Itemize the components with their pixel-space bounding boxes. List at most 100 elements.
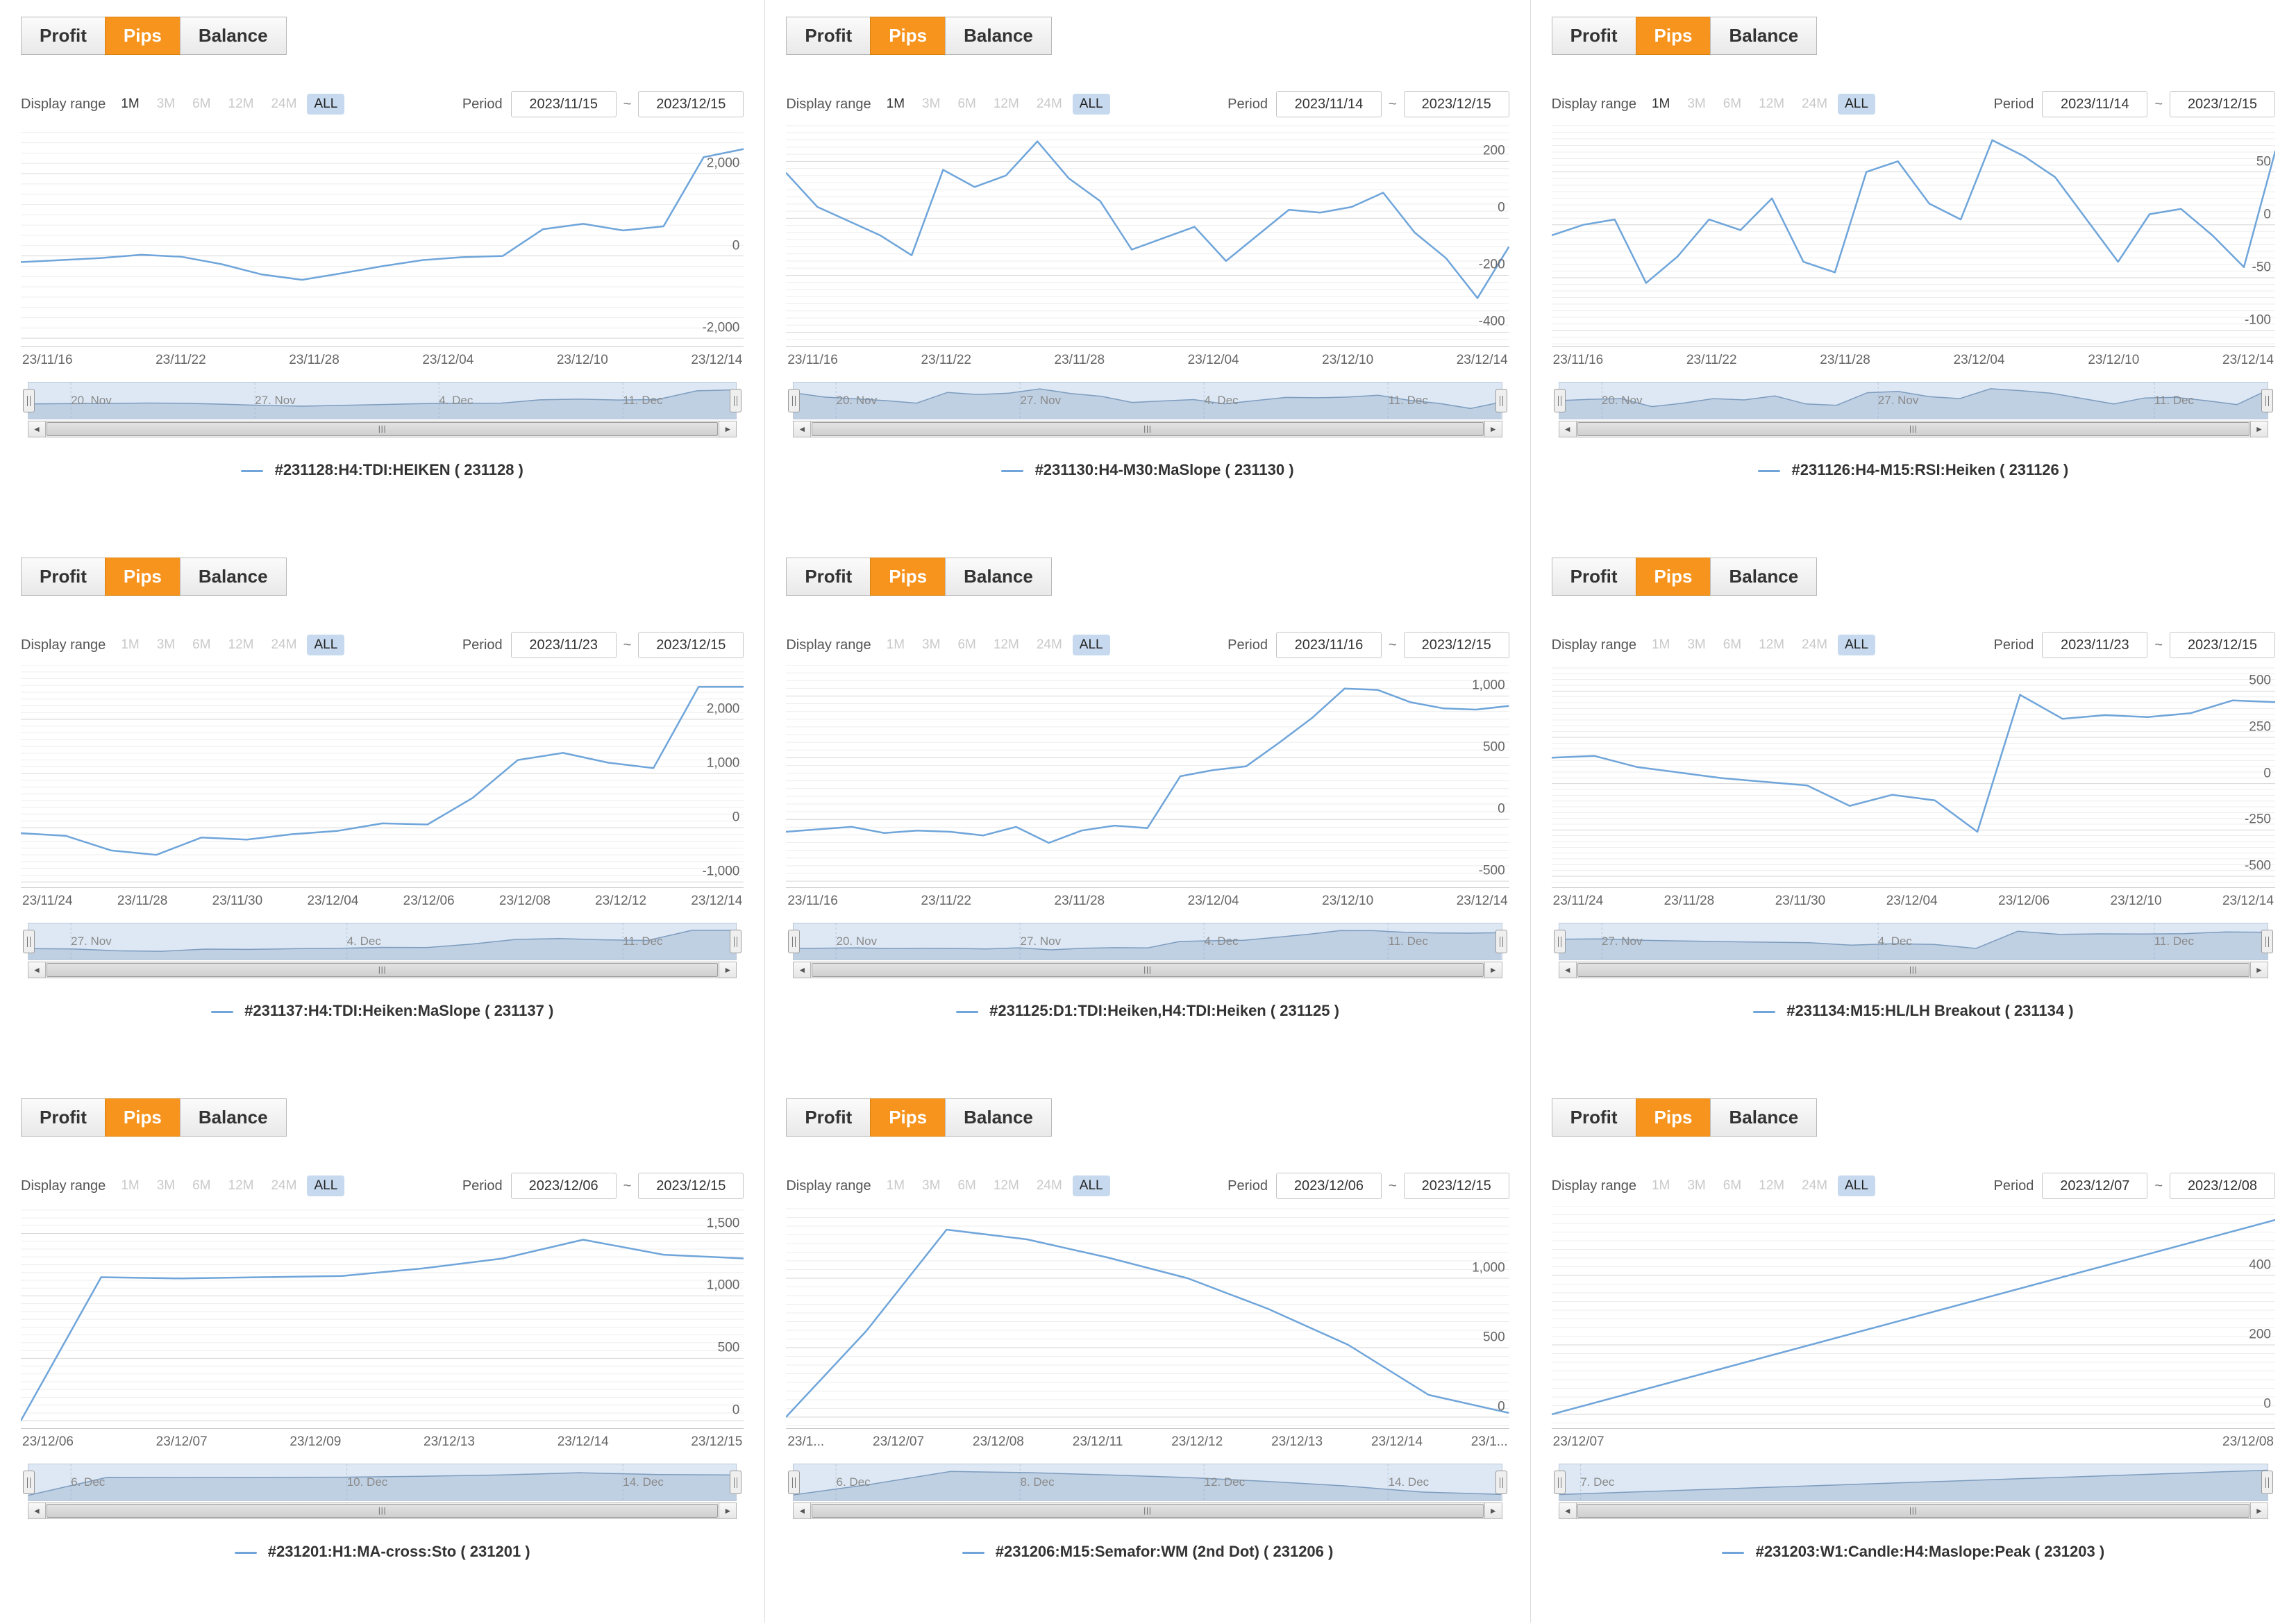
scroll-right-button[interactable]: ►	[1484, 1502, 1502, 1519]
chart-legend[interactable]: #231206:M15:Semafor:WM (2nd Dot) ( 23120…	[786, 1543, 1509, 1561]
range-navigator[interactable]: 6. Dec 8. Dec 12. Dec 14. Dec	[788, 1464, 1507, 1501]
period-start-input[interactable]	[510, 91, 617, 117]
tab-profit[interactable]: Profit	[786, 558, 871, 596]
range-button-1m[interactable]: 1M	[121, 97, 140, 111]
chart-plot-area[interactable]: 50 0 -50 -100	[1551, 124, 2275, 347]
range-navigator[interactable]: 20. Nov 27. Nov 4. Dec 11. Dec	[788, 923, 1507, 960]
scrollbar-thumb[interactable]: |||	[1577, 1504, 2249, 1518]
scroll-right-button[interactable]: ►	[1484, 421, 1502, 437]
tab-profit[interactable]: Profit	[1551, 1098, 1636, 1137]
navigator-right-handle[interactable]	[2261, 930, 2273, 953]
scrollbar-track[interactable]: |||	[1576, 421, 2250, 437]
navigator-left-handle[interactable]	[23, 1471, 35, 1494]
range-button-all[interactable]: ALL	[1072, 1175, 1110, 1196]
range-button-1m[interactable]: 1M	[1651, 97, 1670, 111]
chart-plot-area[interactable]: 1,000 500 0	[786, 1206, 1509, 1429]
chart-legend[interactable]: #231126:H4-M15:RSI:Heiken ( 231126 )	[1552, 461, 2275, 479]
navigator-right-handle[interactable]	[2261, 389, 2273, 412]
tab-balance[interactable]: Balance	[179, 17, 287, 55]
scroll-left-button[interactable]: ◄	[28, 962, 46, 978]
period-start-input[interactable]	[1275, 91, 1382, 117]
period-end-input[interactable]	[638, 632, 744, 658]
scroll-left-button[interactable]: ◄	[28, 421, 46, 437]
scroll-right-button[interactable]: ►	[719, 962, 737, 978]
scroll-left-button[interactable]: ◄	[1558, 1502, 1577, 1519]
period-end-input[interactable]	[2170, 632, 2275, 658]
tab-profit[interactable]: Profit	[21, 17, 106, 55]
range-button-all[interactable]: ALL	[1838, 635, 1875, 655]
navigator-right-handle[interactable]	[730, 930, 742, 953]
navigator-right-handle[interactable]	[1495, 1471, 1507, 1494]
range-navigator[interactable]: 20. Nov 27. Nov 4. Dec 11. Dec	[788, 382, 1507, 419]
period-end-input[interactable]	[1403, 91, 1509, 117]
scroll-right-button[interactable]: ►	[1484, 962, 1502, 978]
scrollbar-thumb[interactable]: |||	[47, 963, 719, 977]
tab-profit[interactable]: Profit	[21, 558, 106, 596]
range-button-all[interactable]: ALL	[307, 1175, 345, 1196]
scrollbar-track[interactable]: |||	[46, 1502, 719, 1519]
period-end-input[interactable]	[1403, 1173, 1509, 1199]
tab-pips[interactable]: Pips	[870, 17, 946, 55]
period-end-input[interactable]	[2170, 91, 2275, 117]
navigator-left-handle[interactable]	[23, 389, 35, 412]
tab-profit[interactable]: Profit	[786, 17, 871, 55]
period-end-input[interactable]	[638, 91, 744, 117]
scroll-left-button[interactable]: ◄	[793, 962, 812, 978]
chart-plot-area[interactable]: 1,000 500 0 -500	[786, 665, 1509, 888]
navigator-right-handle[interactable]	[1495, 930, 1507, 953]
period-start-input[interactable]	[510, 1173, 617, 1199]
range-navigator[interactable]: 27. Nov 4. Dec 11. Dec	[23, 923, 742, 960]
range-navigator[interactable]: 27. Nov 4. Dec 11. Dec	[1553, 923, 2273, 960]
chart-legend[interactable]: #231137:H4:TDI:Heiken:MaSlope ( 231137 )	[21, 1002, 744, 1020]
range-navigator[interactable]: 7. Dec	[1553, 1464, 2273, 1501]
scrollbar-thumb[interactable]: |||	[1577, 963, 2249, 977]
tab-pips[interactable]: Pips	[1635, 17, 1711, 55]
scrollbar-thumb[interactable]: |||	[47, 1504, 719, 1518]
scrollbar-thumb[interactable]: |||	[1577, 422, 2249, 436]
navigator-left-handle[interactable]	[1553, 930, 1566, 953]
period-end-input[interactable]	[2170, 1173, 2275, 1199]
scroll-right-button[interactable]: ►	[2250, 962, 2268, 978]
period-end-input[interactable]	[638, 1173, 744, 1199]
chart-legend[interactable]: #231203:W1:Candle:H4:Maslope:Peak ( 2312…	[1552, 1543, 2275, 1561]
scroll-left-button[interactable]: ◄	[793, 1502, 812, 1519]
period-start-input[interactable]	[2042, 632, 2148, 658]
period-start-input[interactable]	[510, 632, 617, 658]
tab-pips[interactable]: Pips	[1635, 558, 1711, 596]
scroll-left-button[interactable]: ◄	[1558, 421, 1577, 437]
range-button-1m[interactable]: 1M	[886, 97, 905, 111]
period-start-input[interactable]	[2042, 91, 2148, 117]
navigator-right-handle[interactable]	[2261, 1471, 2273, 1494]
tab-pips[interactable]: Pips	[104, 558, 181, 596]
scrollbar-track[interactable]: |||	[811, 421, 1484, 437]
scrollbar-track[interactable]: |||	[1576, 962, 2250, 978]
navigator-right-handle[interactable]	[1495, 389, 1507, 412]
scrollbar-track[interactable]: |||	[46, 962, 719, 978]
chart-plot-area[interactable]: 200 0 -200 -400	[786, 124, 1509, 347]
period-start-input[interactable]	[2042, 1173, 2148, 1199]
tab-balance[interactable]: Balance	[1710, 17, 1818, 55]
chart-plot-area[interactable]: 1,500 1,000 500 0	[21, 1206, 744, 1429]
scrollbar-track[interactable]: |||	[46, 421, 719, 437]
navigator-right-handle[interactable]	[730, 1471, 742, 1494]
scrollbar-thumb[interactable]: |||	[812, 422, 1484, 436]
chart-legend[interactable]: #231134:M15:HL/LH Breakout ( 231134 )	[1552, 1002, 2275, 1020]
range-navigator[interactable]: 6. Dec 10. Dec 14. Dec	[23, 1464, 742, 1501]
scroll-right-button[interactable]: ►	[2250, 1502, 2268, 1519]
scroll-left-button[interactable]: ◄	[1558, 962, 1577, 978]
tab-balance[interactable]: Balance	[179, 558, 287, 596]
scrollbar-track[interactable]: |||	[811, 962, 1484, 978]
range-button-all[interactable]: ALL	[307, 635, 345, 655]
range-button-all[interactable]: ALL	[1072, 94, 1110, 115]
period-start-input[interactable]	[1275, 632, 1382, 658]
scrollbar-track[interactable]: |||	[1576, 1502, 2250, 1519]
tab-balance[interactable]: Balance	[1710, 1098, 1818, 1137]
chart-plot-area[interactable]: 2,000 1,000 0 -1,000	[21, 665, 744, 888]
tab-balance[interactable]: Balance	[179, 1098, 287, 1137]
scroll-right-button[interactable]: ►	[719, 1502, 737, 1519]
scroll-right-button[interactable]: ►	[719, 421, 737, 437]
tab-pips[interactable]: Pips	[104, 1098, 181, 1137]
scroll-left-button[interactable]: ◄	[793, 421, 812, 437]
tab-profit[interactable]: Profit	[1551, 17, 1636, 55]
scrollbar-thumb[interactable]: |||	[812, 963, 1484, 977]
